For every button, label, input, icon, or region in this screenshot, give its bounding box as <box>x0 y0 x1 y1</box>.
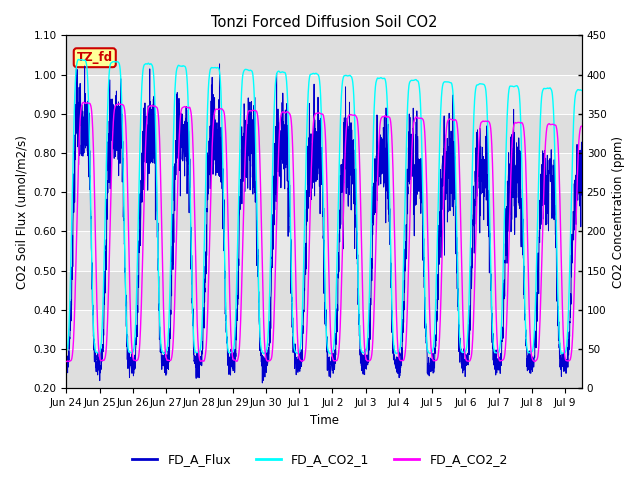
FD_A_CO2_2 <box>568 343 576 349</box>
FD_A_CO2_2 <box>63 359 70 364</box>
FD_A_CO2_1 <box>260 351 268 357</box>
FD_A_CO2_2 <box>65 359 73 364</box>
FD_A_Flux <box>122 273 129 278</box>
Line: FD_A_CO2_2: FD_A_CO2_2 <box>67 102 582 361</box>
FD_A_Flux <box>513 140 520 146</box>
Bar <box>67 271 582 310</box>
FD_A_CO2_2 <box>578 123 586 129</box>
Line: FD_A_CO2_1: FD_A_CO2_1 <box>67 60 582 354</box>
FD_A_Flux <box>152 176 159 181</box>
Bar <box>67 114 582 153</box>
X-axis label: Time: Time <box>310 414 339 427</box>
FD_A_CO2_1 <box>326 351 334 357</box>
Y-axis label: CO2 Soil Flux (umol/m2/s): CO2 Soil Flux (umol/m2/s) <box>15 135 28 289</box>
FD_A_CO2_1 <box>568 170 576 176</box>
Line: FD_A_Flux: FD_A_Flux <box>67 64 582 383</box>
FD_A_CO2_2 <box>260 337 268 343</box>
FD_A_CO2_1 <box>283 78 291 84</box>
Legend: FD_A_Flux, FD_A_CO2_1, FD_A_CO2_2: FD_A_Flux, FD_A_CO2_1, FD_A_CO2_2 <box>127 448 513 471</box>
Title: Tonzi Forced Diffusion Soil CO2: Tonzi Forced Diffusion Soil CO2 <box>211 15 437 30</box>
FD_A_CO2_1 <box>122 279 129 285</box>
FD_A_Flux <box>259 380 266 386</box>
Bar <box>67 349 582 388</box>
FD_A_CO2_2 <box>513 120 520 126</box>
FD_A_CO2_1 <box>63 348 70 354</box>
FD_A_Flux <box>568 257 576 263</box>
FD_A_Flux <box>283 101 291 107</box>
Text: TZ_fd: TZ_fd <box>77 51 113 64</box>
FD_A_CO2_1 <box>578 87 586 93</box>
FD_A_Flux <box>578 157 586 163</box>
FD_A_CO2_1 <box>152 141 160 147</box>
FD_A_CO2_2 <box>152 104 160 110</box>
Y-axis label: CO2 Concentration (ppm): CO2 Concentration (ppm) <box>612 136 625 288</box>
FD_A_CO2_2 <box>122 118 129 123</box>
FD_A_Flux <box>260 367 268 373</box>
FD_A_Flux <box>216 61 223 67</box>
FD_A_Flux <box>63 368 70 374</box>
Bar <box>67 36 582 74</box>
FD_A_CO2_1 <box>513 83 520 89</box>
FD_A_CO2_2 <box>283 109 291 115</box>
FD_A_CO2_2 <box>80 99 88 105</box>
FD_A_CO2_1 <box>75 57 83 62</box>
Bar <box>67 192 582 231</box>
